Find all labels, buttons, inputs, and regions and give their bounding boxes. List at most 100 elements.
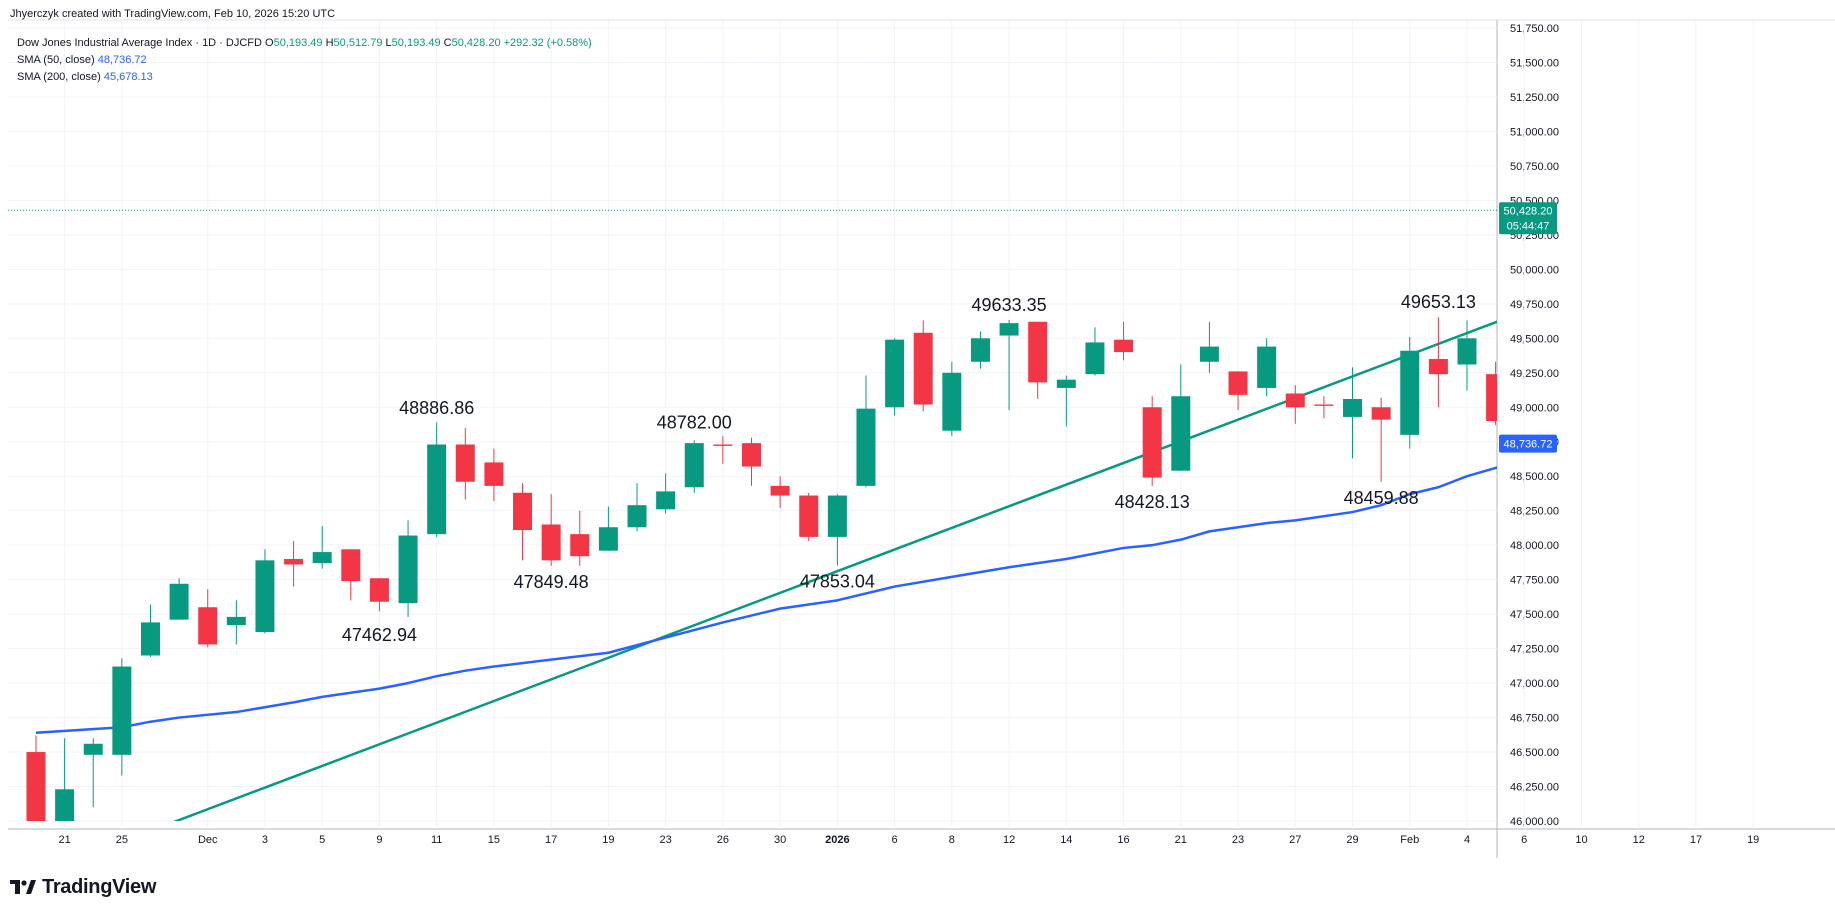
tradingview-footer: TradingView bbox=[10, 876, 156, 899]
candle-body[interactable] bbox=[513, 492, 533, 531]
candle-body[interactable] bbox=[885, 339, 905, 408]
candle-body[interactable] bbox=[1428, 358, 1448, 375]
candle-body[interactable] bbox=[770, 485, 790, 496]
candle-body[interactable] bbox=[541, 524, 561, 561]
candle-body[interactable] bbox=[484, 462, 504, 486]
x-tick-label: 15 bbox=[488, 834, 500, 846]
legend-low-label: L bbox=[385, 37, 392, 49]
x-tick-label: 4 bbox=[1464, 834, 1470, 846]
last-price-label: 50,428.20 bbox=[1504, 205, 1553, 217]
candle-body[interactable] bbox=[284, 558, 304, 565]
x-tick-label: 5 bbox=[319, 834, 325, 846]
candle-body[interactable] bbox=[1114, 339, 1134, 353]
candle-body[interactable] bbox=[1314, 404, 1334, 406]
candle-body[interactable] bbox=[1171, 396, 1191, 471]
y-tick-label: 46,000.00 bbox=[1510, 816, 1559, 828]
candle-body[interactable] bbox=[970, 338, 990, 362]
candle-body[interactable] bbox=[1257, 346, 1277, 388]
legend-sma200-label: SMA (200, close) bbox=[17, 71, 101, 83]
x-tick-label: 19 bbox=[1747, 834, 1759, 846]
x-tick-label: 25 bbox=[116, 834, 128, 846]
candle-body[interactable] bbox=[827, 495, 847, 537]
price-annotation: 48886.86 bbox=[399, 398, 474, 418]
price-annotation: 47462.94 bbox=[342, 625, 417, 645]
candle-body[interactable] bbox=[312, 552, 332, 564]
legend-sma200-row[interactable]: SMA (200, close) 45,678.13 bbox=[17, 69, 592, 86]
candle-body[interactable] bbox=[169, 583, 189, 620]
candle-body[interactable] bbox=[856, 408, 876, 486]
legend-sma200-value: 45,678.13 bbox=[103, 71, 153, 83]
sma50-line[interactable] bbox=[35, 444, 1581, 734]
candle-body[interactable] bbox=[26, 752, 46, 838]
y-tick-label: 47,250.00 bbox=[1510, 644, 1559, 656]
candle-body[interactable] bbox=[427, 444, 447, 535]
x-tick-label: 30 bbox=[774, 834, 786, 846]
legend-low-value: 50,193.49 bbox=[391, 37, 441, 49]
y-tick-label: 51,750.00 bbox=[1510, 23, 1559, 35]
trendline[interactable] bbox=[122, 209, 1796, 842]
candle-body[interactable] bbox=[341, 549, 361, 582]
x-tick-label: 26 bbox=[717, 834, 729, 846]
candle-body[interactable] bbox=[942, 372, 962, 431]
y-tick-label: 51,000.00 bbox=[1510, 126, 1559, 138]
candle-body[interactable] bbox=[1028, 321, 1048, 383]
legend-change-value: +292.32 (+0.58%) bbox=[503, 37, 592, 49]
legend-main-row[interactable]: Dow Jones Industrial Average Index · 1D … bbox=[17, 35, 592, 52]
y-tick-label: 49,000.00 bbox=[1510, 402, 1559, 414]
candle-body[interactable] bbox=[1228, 371, 1248, 395]
candle-body[interactable] bbox=[1457, 338, 1477, 365]
candle-body[interactable] bbox=[799, 495, 819, 537]
candle-body[interactable] bbox=[684, 443, 704, 488]
candle-body[interactable] bbox=[198, 607, 218, 645]
legend-symbol-title[interactable]: Dow Jones Industrial Average Index · 1D … bbox=[17, 37, 262, 49]
price-annotation: 47849.48 bbox=[514, 572, 589, 592]
candle-body[interactable] bbox=[1400, 350, 1420, 435]
tradingview-brand[interactable]: TradingView bbox=[42, 876, 157, 898]
candle-body[interactable] bbox=[255, 560, 275, 633]
candle-body[interactable] bbox=[1371, 407, 1391, 420]
legend-open-label: O bbox=[265, 37, 274, 49]
y-tick-label: 46,250.00 bbox=[1510, 782, 1559, 794]
candle-body[interactable] bbox=[999, 323, 1019, 336]
candle-body[interactable] bbox=[598, 527, 618, 551]
legend-open-value: 50,193.49 bbox=[273, 37, 323, 49]
candle-body[interactable] bbox=[1056, 379, 1076, 388]
candle-body[interactable] bbox=[140, 622, 160, 656]
candle-body[interactable] bbox=[1142, 407, 1162, 478]
y-tick-label: 48,000.00 bbox=[1510, 540, 1559, 552]
x-tick-label: 12 bbox=[1003, 834, 1015, 846]
candle-body[interactable] bbox=[1085, 342, 1105, 375]
candle-body[interactable] bbox=[369, 578, 389, 602]
x-tick-label: 8 bbox=[949, 834, 955, 846]
candle-body[interactable] bbox=[226, 616, 246, 626]
y-tick-label: 48,500.00 bbox=[1510, 471, 1559, 483]
candle-body[interactable] bbox=[112, 666, 132, 755]
candle-body[interactable] bbox=[1199, 346, 1219, 362]
candle-body[interactable] bbox=[1486, 374, 1505, 422]
x-tick-label: 12 bbox=[1633, 834, 1645, 846]
candle-body[interactable] bbox=[713, 444, 733, 446]
candle-body[interactable] bbox=[742, 443, 761, 467]
y-tick-label: 46,750.00 bbox=[1510, 713, 1559, 725]
x-tick-label: 10 bbox=[1575, 834, 1587, 846]
sma50-badge[interactable] bbox=[1499, 434, 1557, 453]
candle-body[interactable] bbox=[55, 789, 75, 841]
candle-body[interactable] bbox=[627, 505, 647, 528]
y-tick-label: 46,500.00 bbox=[1510, 747, 1559, 759]
candle-body[interactable] bbox=[83, 743, 103, 755]
y-tick-label: 49,250.00 bbox=[1510, 368, 1559, 380]
last-price-badge[interactable] bbox=[1499, 202, 1557, 235]
candle-body[interactable] bbox=[913, 332, 933, 405]
candle-body[interactable] bbox=[570, 534, 590, 557]
tradingview-logo-icon bbox=[10, 879, 36, 894]
y-tick-label: 47,750.00 bbox=[1510, 575, 1559, 587]
candle-body[interactable] bbox=[1285, 393, 1305, 408]
x-tick-label: 3 bbox=[262, 834, 268, 846]
x-tick-label: 17 bbox=[545, 834, 557, 846]
legend-sma50-row[interactable]: SMA (50, close) 48,736.72 bbox=[17, 52, 592, 69]
candle-body[interactable] bbox=[455, 444, 475, 482]
candle-body[interactable] bbox=[398, 535, 418, 604]
candle-body[interactable] bbox=[1343, 398, 1363, 417]
candle-body[interactable] bbox=[656, 491, 676, 510]
